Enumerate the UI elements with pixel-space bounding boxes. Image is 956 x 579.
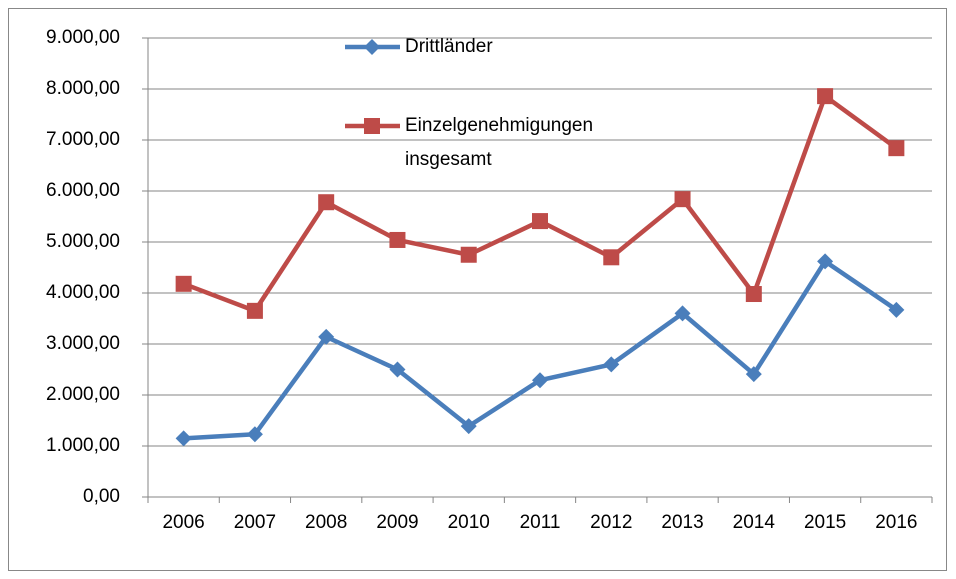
marker [246,302,263,319]
y-tick-label: 5.000,00 [46,231,120,252]
marker [389,231,406,248]
marker [532,213,548,230]
marker [246,426,263,443]
marker [674,305,691,322]
marker [603,356,620,373]
x-tick-label: 2009 [376,512,418,533]
legend-marker [364,118,380,134]
marker [674,191,691,208]
y-tick-label: 9.000,00 [46,27,120,48]
x-tick-label: 2013 [661,512,703,533]
x-tick-label: 2015 [804,512,846,533]
chart-frame [8,8,947,571]
marker [888,140,905,157]
legend-label: Einzelgenehmigungen insgesamt [405,115,594,170]
x-tick-label: 2014 [733,512,776,533]
marker [389,361,406,378]
marker [817,253,834,270]
marker [532,372,548,389]
marker [888,301,905,318]
y-tick-label: 0,00 [83,486,120,507]
y-tick-label: 2.000,00 [46,384,120,405]
y-tick-label: 3.000,00 [46,333,120,354]
y-tick-label: 6.000,00 [46,180,120,201]
y-tick-label: 4.000,00 [46,282,120,303]
marker [318,194,335,211]
marker [745,366,762,383]
y-tick-label: 1.000,00 [46,435,120,456]
x-tick-label: 2016 [875,512,917,533]
marker [460,418,477,435]
marker [318,328,335,345]
marker [603,249,620,266]
x-tick-label: 2010 [448,512,490,533]
marker [817,88,834,105]
legend-label: Drittländer [405,36,493,57]
x-tick-label: 2007 [234,512,276,533]
legend-marker [364,39,380,55]
marker [175,430,192,447]
y-tick-label: 7.000,00 [46,129,120,150]
x-tick-label: 2008 [305,512,347,533]
marker [745,286,762,303]
x-tick-label: 2011 [520,512,561,533]
y-tick-label: 8.000,00 [46,78,120,99]
marker [460,246,477,263]
x-tick-label: 2012 [590,512,632,533]
x-tick-label: 2006 [162,512,204,533]
marker [175,275,192,292]
